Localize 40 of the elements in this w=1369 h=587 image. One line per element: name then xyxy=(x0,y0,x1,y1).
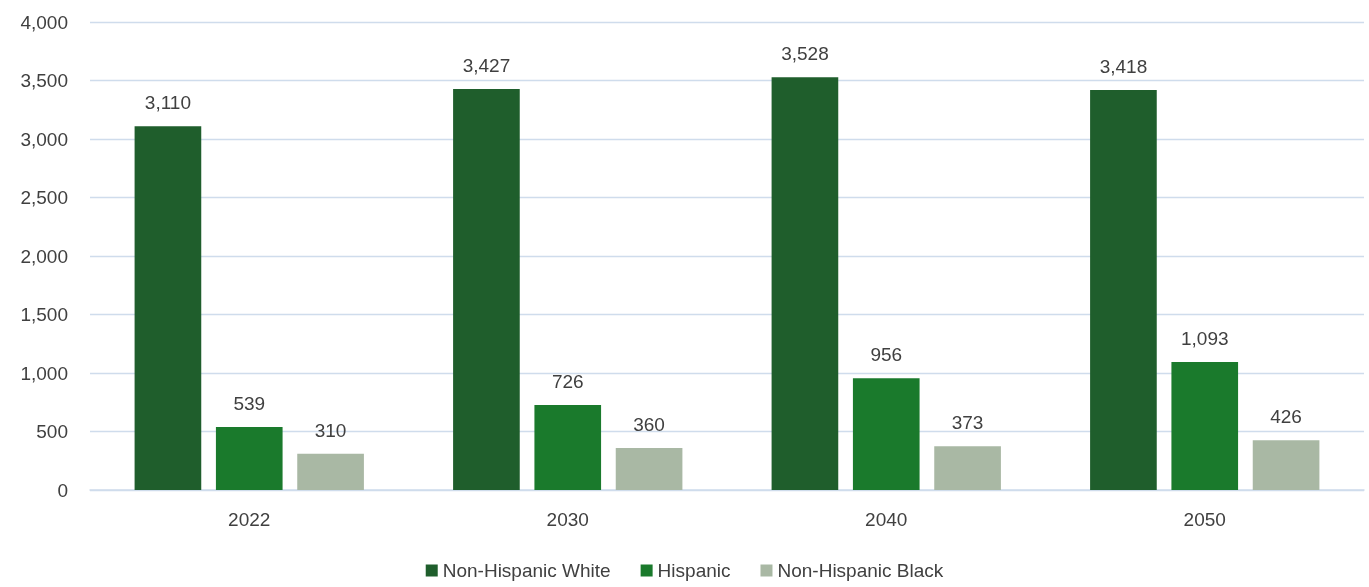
bar xyxy=(1252,440,1320,490)
data-label: 360 xyxy=(633,413,665,435)
data-label: 373 xyxy=(951,412,984,434)
data-label: 310 xyxy=(314,419,347,441)
x-tick-label: 2030 xyxy=(546,509,589,530)
y-tick-label: 2,500 xyxy=(20,187,68,208)
y-tick-label: 1,500 xyxy=(20,304,68,325)
data-label: 3,528 xyxy=(781,43,829,65)
data-label: 1,093 xyxy=(1180,328,1229,350)
data-label: 956 xyxy=(870,344,903,366)
bar xyxy=(615,447,683,490)
x-tick-label: 2040 xyxy=(865,509,908,530)
y-tick-label: 500 xyxy=(36,421,68,442)
data-label: 3,110 xyxy=(144,92,191,114)
data-label: 3,418 xyxy=(1099,56,1148,78)
legend-label: Non-Hispanic Black xyxy=(777,560,944,581)
bar xyxy=(1171,362,1239,490)
bar xyxy=(771,77,839,490)
y-tick-label: 3,000 xyxy=(20,128,68,150)
bar xyxy=(852,378,920,490)
y-tick-label: 2,000 xyxy=(20,245,68,267)
x-tick-label: 2050 xyxy=(1183,509,1226,530)
bar xyxy=(215,426,283,490)
legend-label: Hispanic xyxy=(657,560,731,581)
data-label: 726 xyxy=(551,371,584,393)
x-tick-label: 2022 xyxy=(228,509,271,530)
bar xyxy=(134,126,202,490)
bar xyxy=(934,446,1001,490)
bar xyxy=(1090,90,1157,490)
y-tick-label: 4,000 xyxy=(20,11,68,33)
bar xyxy=(453,89,520,490)
bar xyxy=(297,453,364,490)
data-label: 3,427 xyxy=(462,55,511,77)
legend-label: Non-Hispanic White xyxy=(442,560,611,581)
y-tick-label: 3,500 xyxy=(20,70,68,91)
bar xyxy=(534,405,602,490)
data-label: 539 xyxy=(233,392,266,414)
data-label: 426 xyxy=(1270,406,1302,428)
y-tick-label: 0 xyxy=(57,479,68,501)
y-tick-label: 1,000 xyxy=(20,362,68,384)
